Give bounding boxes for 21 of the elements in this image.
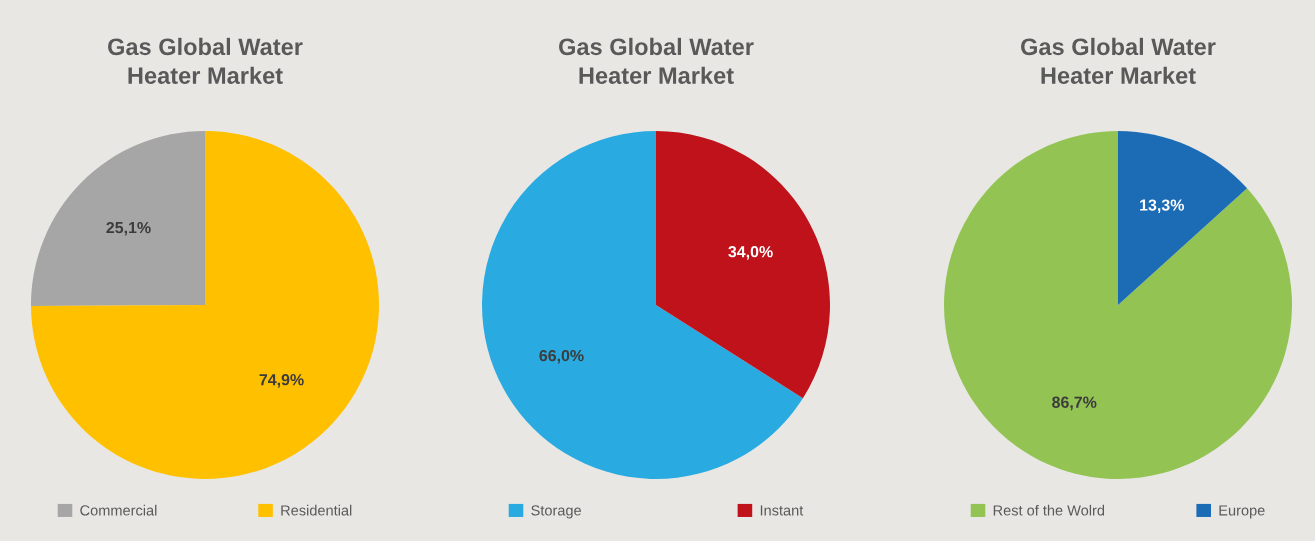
pie-slice [482,131,803,479]
legend-label: Residential [281,504,352,516]
data-label: 86,7% [1052,396,1097,411]
legend-label: Instant [760,505,804,516]
pie-slice [31,131,379,479]
pie-slice [656,131,830,399]
chart-title: Gas Global Water Heater Market [559,37,754,85]
data-label: 74,9% [259,374,304,388]
data-label: 25,1% [106,221,151,236]
chart-title: Gas Global Water Heater Market [108,37,303,85]
legend-label: Europe [1219,505,1265,519]
pie-slice [1118,131,1248,305]
data-label: 66,0% [539,349,584,364]
chart-title: Gas Global Water Heater Market [1021,37,1216,85]
data-label: 34,0% [728,246,773,260]
legend-label: Commercial [80,504,157,516]
pie-slice [944,131,1292,479]
legend-label: Storage [531,505,582,519]
pie-slice [31,131,205,307]
legend-label: Rest of the Wolrd [993,504,1105,516]
data-label: 13,3% [1140,199,1184,213]
